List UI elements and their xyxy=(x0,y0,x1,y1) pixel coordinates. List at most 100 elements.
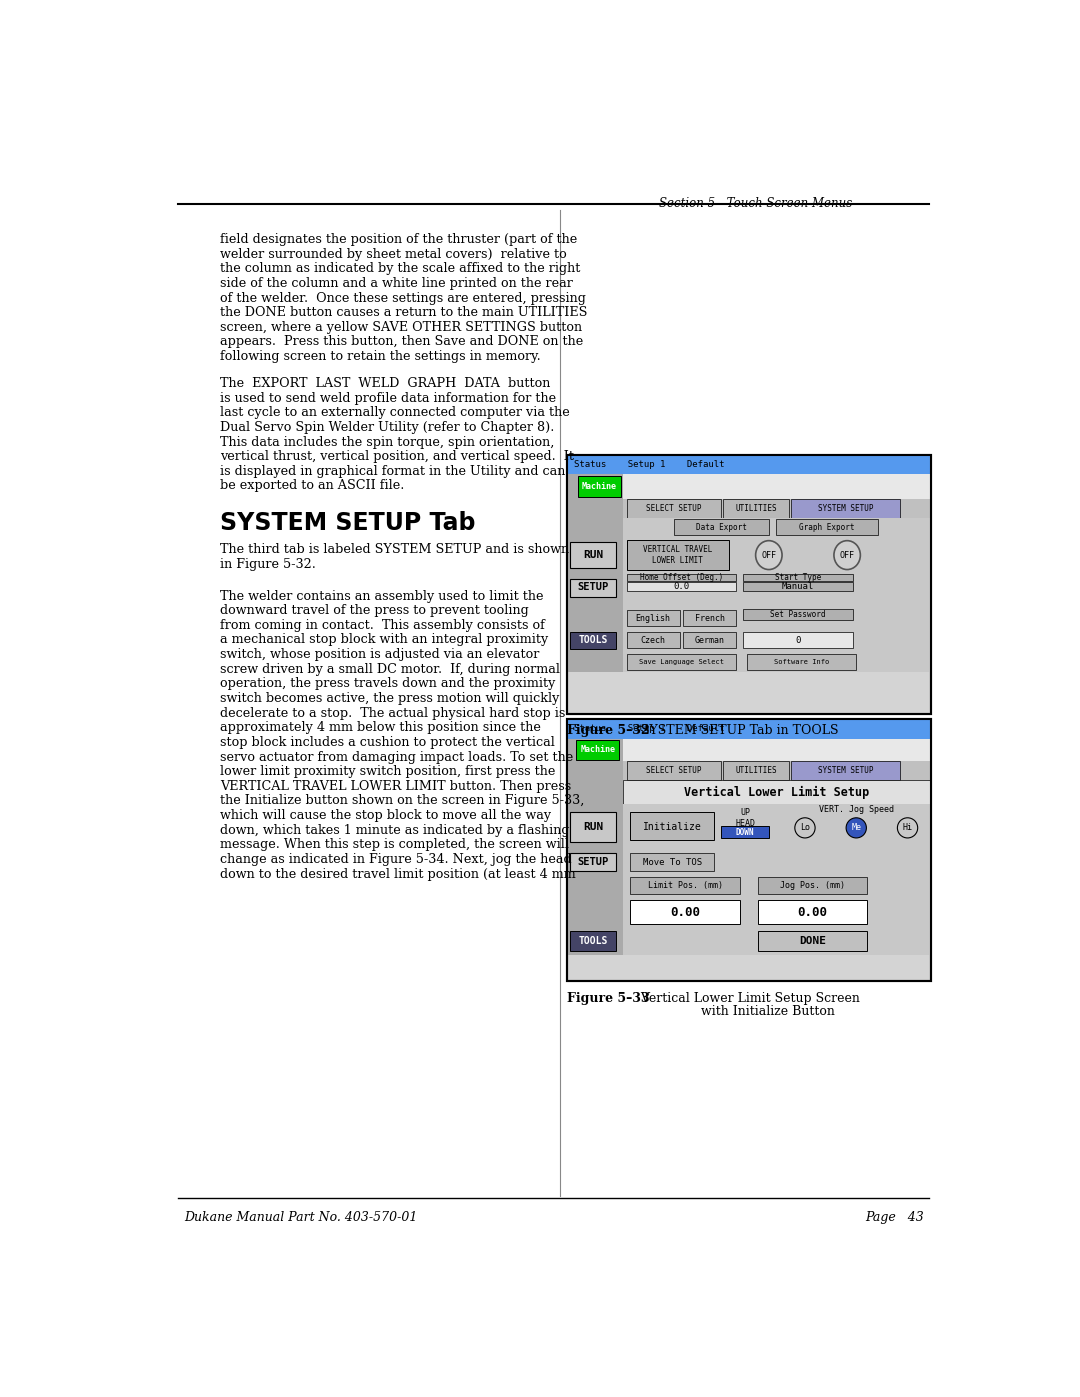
Bar xyxy=(684,631,737,648)
Bar xyxy=(623,630,931,651)
Text: VERTICAL TRAVEL
LOWER LIMIT: VERTICAL TRAVEL LOWER LIMIT xyxy=(643,545,713,566)
Text: side of the column and a white line printed on the rear: side of the column and a white line prin… xyxy=(220,277,573,291)
Bar xyxy=(567,895,931,929)
Bar xyxy=(570,631,616,648)
Text: This data includes the spin torque, spin orientation,: This data includes the spin torque, spin… xyxy=(220,436,555,448)
Bar xyxy=(626,583,737,591)
Bar xyxy=(626,541,729,570)
Bar xyxy=(623,781,931,805)
Bar xyxy=(570,854,616,870)
Text: Vertical Lower Limit Setup: Vertical Lower Limit Setup xyxy=(685,785,869,799)
Text: operation, the press travels down and the proximity: operation, the press travels down and th… xyxy=(220,678,555,690)
Text: 0.00: 0.00 xyxy=(797,905,827,919)
Bar xyxy=(567,651,931,672)
Bar xyxy=(623,739,931,761)
Text: appears.  Press this button, then Save and DONE on the: appears. Press this button, then Save an… xyxy=(220,335,583,348)
Bar xyxy=(758,930,867,951)
Text: vertical thrust, vertical position, and vertical speed.  It: vertical thrust, vertical position, and … xyxy=(220,450,575,464)
Text: is used to send weld profile data information for the: is used to send weld profile data inform… xyxy=(220,391,556,405)
Bar xyxy=(721,826,769,838)
Ellipse shape xyxy=(756,541,782,570)
Bar xyxy=(747,654,856,671)
Bar xyxy=(567,536,623,574)
Bar xyxy=(623,518,931,536)
Text: message. When this step is completed, the screen will: message. When this step is completed, th… xyxy=(220,838,569,851)
Bar xyxy=(567,651,623,672)
Text: English: English xyxy=(636,613,671,623)
Text: SETUP: SETUP xyxy=(578,583,609,592)
Text: Lo: Lo xyxy=(800,823,810,833)
Bar xyxy=(724,761,788,781)
Text: lower limit proximity switch position, first press the: lower limit proximity switch position, f… xyxy=(220,766,555,778)
Bar xyxy=(567,875,931,895)
Text: following screen to retain the settings in memory.: following screen to retain the settings … xyxy=(220,351,541,363)
Text: Software Info: Software Info xyxy=(774,659,829,665)
Bar xyxy=(567,761,931,781)
Ellipse shape xyxy=(834,541,861,570)
Text: decelerate to a stop.  The actual physical hard stop is: decelerate to a stop. The actual physica… xyxy=(220,707,566,719)
Text: Czech: Czech xyxy=(640,636,665,644)
Bar xyxy=(758,877,867,894)
Bar xyxy=(567,719,931,981)
Bar xyxy=(626,574,737,581)
Text: SYSTEM SETUP: SYSTEM SETUP xyxy=(818,766,873,775)
Bar xyxy=(623,474,931,499)
Text: switch becomes active, the press motion will quickly: switch becomes active, the press motion … xyxy=(220,692,559,705)
Bar xyxy=(567,455,931,714)
Text: The welder contains an assembly used to limit the: The welder contains an assembly used to … xyxy=(220,590,543,602)
Bar xyxy=(570,542,616,569)
Bar xyxy=(743,574,852,581)
Text: field designates the position of the thruster (part of the: field designates the position of the thr… xyxy=(220,233,578,246)
Text: VERT. Jog Speed: VERT. Jog Speed xyxy=(819,805,894,814)
Text: Home Offset (Deg.): Home Offset (Deg.) xyxy=(639,573,723,583)
Text: German: German xyxy=(694,636,725,644)
Bar xyxy=(567,499,623,518)
Text: is displayed in graphical format in the Utility and can: is displayed in graphical format in the … xyxy=(220,465,566,478)
Text: Initialize: Initialize xyxy=(643,821,702,833)
Bar xyxy=(567,805,623,849)
Bar xyxy=(567,474,623,499)
Text: from coming in contact.  This assembly consists of: from coming in contact. This assembly co… xyxy=(220,619,545,631)
Bar xyxy=(623,536,931,574)
Bar xyxy=(623,574,931,608)
Text: UTILITIES: UTILITIES xyxy=(735,766,777,775)
Text: 0: 0 xyxy=(795,636,800,644)
Bar xyxy=(626,631,679,648)
Text: the column as indicated by the scale affixed to the right: the column as indicated by the scale aff… xyxy=(220,263,581,275)
Text: Status    Setup 1    Default: Status Setup 1 Default xyxy=(573,460,725,469)
Bar xyxy=(791,499,900,518)
Circle shape xyxy=(846,817,866,838)
Bar xyxy=(570,578,616,598)
Text: Jog Pos. (mm): Jog Pos. (mm) xyxy=(780,880,845,890)
Text: Figure 5–33: Figure 5–33 xyxy=(567,992,649,1004)
Text: Hi: Hi xyxy=(903,823,913,833)
Bar xyxy=(567,518,623,536)
Text: VERTICAL TRAVEL LOWER LIMIT button. Then press: VERTICAL TRAVEL LOWER LIMIT button. Then… xyxy=(220,780,571,792)
Bar xyxy=(567,849,623,875)
Text: SELECT SETUP: SELECT SETUP xyxy=(646,766,702,775)
Text: last cycle to an externally connected computer via the: last cycle to an externally connected co… xyxy=(220,407,570,419)
Bar xyxy=(567,455,931,714)
Bar xyxy=(743,631,852,648)
Bar xyxy=(626,609,679,626)
Bar xyxy=(743,583,852,591)
Text: switch, whose position is adjusted via an elevator: switch, whose position is adjusted via a… xyxy=(220,648,540,661)
Bar xyxy=(631,877,740,894)
Text: SELECT SETUP: SELECT SETUP xyxy=(646,504,702,513)
Bar xyxy=(777,520,878,535)
Text: TOOLS: TOOLS xyxy=(579,636,608,645)
Bar xyxy=(567,781,623,805)
Text: of the welder.  Once these settings are entered, pressing: of the welder. Once these settings are e… xyxy=(220,292,586,305)
Bar xyxy=(567,761,623,781)
Text: Set Password: Set Password xyxy=(770,609,826,619)
Bar xyxy=(567,499,931,518)
Text: UTILITIES: UTILITIES xyxy=(735,504,777,513)
Bar xyxy=(567,929,931,954)
Circle shape xyxy=(795,817,815,838)
Text: screw driven by a small DC motor.  If, during normal: screw driven by a small DC motor. If, du… xyxy=(220,662,561,676)
Bar xyxy=(631,900,740,925)
Text: The third tab is labeled SYSTEM SETUP and is shown: The third tab is labeled SYSTEM SETUP an… xyxy=(220,543,569,556)
Text: Limit Pos. (mm): Limit Pos. (mm) xyxy=(648,880,723,890)
Text: approximately 4 mm below this position since the: approximately 4 mm below this position s… xyxy=(220,721,541,735)
Text: SYSTEM SETUP: SYSTEM SETUP xyxy=(818,504,873,513)
